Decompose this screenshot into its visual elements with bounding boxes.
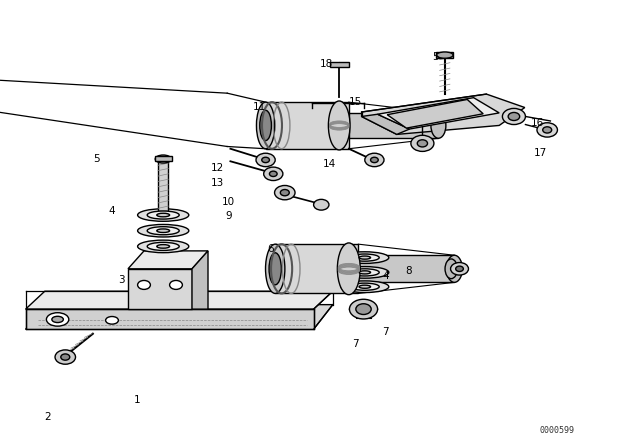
Circle shape [508,112,520,121]
Polygon shape [26,305,333,329]
Ellipse shape [431,112,446,138]
Circle shape [451,263,468,275]
Ellipse shape [46,313,69,326]
Circle shape [280,190,289,196]
Ellipse shape [447,255,462,282]
Polygon shape [362,94,525,134]
Ellipse shape [157,245,170,248]
Ellipse shape [340,252,388,263]
Ellipse shape [445,259,458,279]
Ellipse shape [147,211,179,219]
Circle shape [262,157,269,163]
Ellipse shape [359,256,371,259]
Text: 0000599: 0000599 [540,426,574,435]
Circle shape [456,266,463,271]
Circle shape [356,304,371,314]
Ellipse shape [340,281,388,293]
Circle shape [264,167,283,181]
Circle shape [170,280,182,289]
Text: 16: 16 [531,118,544,128]
Text: 13: 13 [211,178,224,188]
Polygon shape [128,269,192,309]
Ellipse shape [138,240,189,253]
Ellipse shape [138,209,189,221]
Circle shape [537,123,557,137]
Polygon shape [275,244,358,293]
Text: 5: 5 [93,154,99,164]
Polygon shape [128,251,208,269]
Polygon shape [349,112,438,138]
Circle shape [55,350,76,364]
Ellipse shape [155,155,172,163]
Ellipse shape [351,254,379,261]
Polygon shape [26,291,333,309]
Polygon shape [266,102,349,149]
Text: 2: 2 [45,412,51,422]
Text: 9: 9 [225,211,232,221]
Ellipse shape [328,101,350,150]
Circle shape [371,157,378,163]
Ellipse shape [359,271,371,274]
Ellipse shape [340,267,388,278]
Polygon shape [387,99,483,128]
Circle shape [138,280,150,289]
Circle shape [417,140,428,147]
Circle shape [349,299,378,319]
Ellipse shape [269,253,282,285]
Text: 6: 6 [267,244,273,254]
Text: 1: 1 [134,395,141,405]
Circle shape [256,153,275,167]
Text: 18: 18 [320,59,333,69]
Circle shape [543,127,552,133]
Text: 17: 17 [534,148,547,158]
Ellipse shape [138,224,189,237]
Circle shape [269,171,277,177]
Text: 10: 10 [222,198,235,207]
Ellipse shape [147,227,179,235]
Text: 11: 11 [253,102,266,112]
Ellipse shape [359,285,371,289]
Ellipse shape [157,229,170,233]
Ellipse shape [52,316,63,323]
Ellipse shape [436,52,453,58]
Text: 8: 8 [405,266,412,276]
Ellipse shape [106,316,118,324]
Polygon shape [26,309,314,329]
Bar [330,62,349,67]
Bar [155,156,172,161]
Ellipse shape [157,213,170,217]
Polygon shape [378,98,499,129]
Circle shape [411,135,434,151]
Ellipse shape [257,102,275,149]
Polygon shape [362,114,410,134]
Bar [436,52,453,58]
Circle shape [275,185,295,200]
Circle shape [61,354,70,360]
Text: 3: 3 [118,275,125,285]
Circle shape [365,153,384,167]
Polygon shape [192,251,208,309]
Ellipse shape [260,110,271,141]
Ellipse shape [351,283,379,290]
Text: 12: 12 [211,163,224,173]
Ellipse shape [147,242,179,250]
Circle shape [314,199,329,210]
Text: 15: 15 [349,97,362,107]
Polygon shape [158,161,168,211]
Ellipse shape [266,244,285,293]
Polygon shape [358,255,454,282]
Ellipse shape [337,243,360,295]
Text: 14: 14 [323,159,336,169]
Text: 7: 7 [383,327,389,337]
Text: 4: 4 [109,207,115,216]
Text: 4: 4 [383,271,389,281]
Text: 7: 7 [352,339,358,349]
Ellipse shape [351,269,379,276]
Text: 5: 5 [432,52,438,62]
Circle shape [502,108,525,125]
